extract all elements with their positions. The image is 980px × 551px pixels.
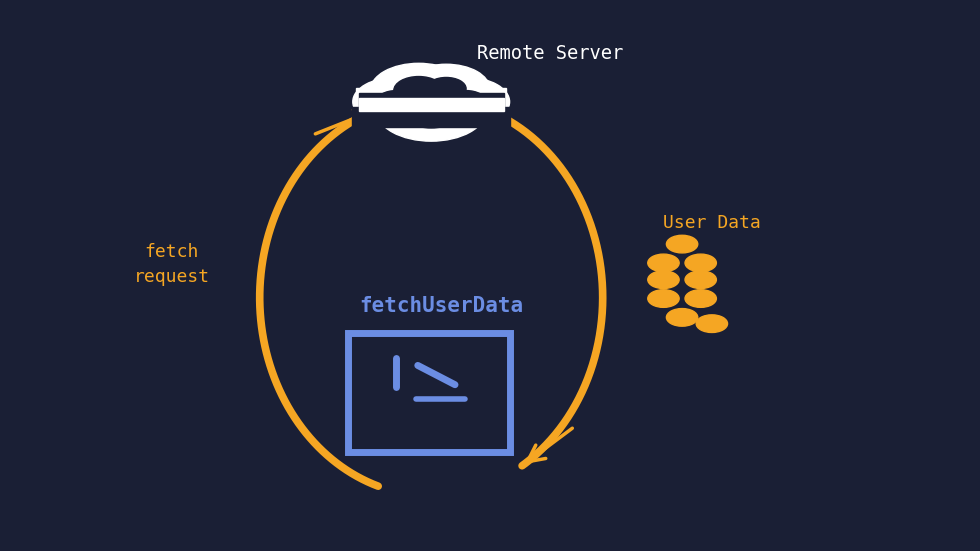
Bar (359, 98, 504, 111)
Text: fetch
request: fetch request (133, 243, 210, 286)
Circle shape (685, 290, 716, 307)
Circle shape (400, 93, 463, 128)
Text: Remote Server: Remote Server (477, 45, 623, 63)
Circle shape (685, 271, 716, 289)
Circle shape (685, 254, 716, 272)
Bar (359, 93, 504, 111)
Circle shape (696, 315, 727, 332)
Circle shape (394, 77, 444, 105)
Circle shape (376, 90, 416, 113)
Circle shape (422, 77, 510, 126)
Text: fetchUserData: fetchUserData (359, 296, 523, 316)
Circle shape (403, 64, 490, 113)
Circle shape (446, 90, 486, 113)
Circle shape (648, 271, 679, 289)
Circle shape (648, 290, 679, 307)
Circle shape (426, 78, 466, 100)
Circle shape (376, 79, 486, 141)
Circle shape (666, 309, 698, 326)
Circle shape (353, 77, 440, 126)
Circle shape (370, 63, 467, 118)
Text: User Data: User Data (662, 214, 760, 232)
FancyBboxPatch shape (348, 333, 510, 452)
Bar (357, 88, 506, 111)
Circle shape (666, 235, 698, 253)
Circle shape (648, 254, 679, 272)
Bar (352, 107, 511, 127)
